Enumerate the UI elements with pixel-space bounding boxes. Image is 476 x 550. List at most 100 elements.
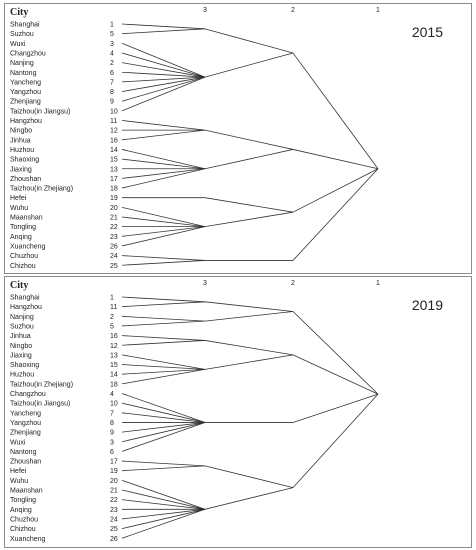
dendrogram-edge <box>121 168 206 179</box>
city-label: Tongling <box>10 224 36 231</box>
dendrogram-edge <box>121 340 206 346</box>
city-label: Nanjing <box>10 60 34 67</box>
leaf-id: 9 <box>110 99 114 106</box>
dendrogram-edge <box>121 52 206 78</box>
city-label: Nantong <box>10 449 37 456</box>
dendrogram-edge <box>121 76 206 83</box>
leaf-id: 5 <box>110 323 114 330</box>
leaf-id: 6 <box>110 70 114 77</box>
dendrogram-edge <box>292 311 379 395</box>
leaf-id: 26 <box>110 243 118 250</box>
leaf-id: 16 <box>110 333 118 340</box>
leaf-id: 19 <box>110 195 118 202</box>
leaf-id: 12 <box>110 128 118 135</box>
leaf-id: 10 <box>110 401 118 408</box>
city-label: Wuhu <box>10 478 28 485</box>
leaf-id: 17 <box>110 176 118 183</box>
dendrogram-edge <box>121 226 206 247</box>
leaf-id: 10 <box>110 108 118 115</box>
city-label: Changzhou <box>10 391 46 398</box>
leaf-id: 25 <box>110 526 118 533</box>
leaf-id: 4 <box>110 391 114 398</box>
dendrogram-edge <box>121 422 206 443</box>
dendrogram-edge <box>121 76 206 112</box>
city-label: Xuancheng <box>10 536 46 543</box>
city-label: Jinhua <box>10 137 31 144</box>
city-label: Zhoushan <box>10 459 41 466</box>
city-label: Chuzhou <box>10 253 38 260</box>
leaf-id: 23 <box>110 507 118 514</box>
city-label: Zhenjiang <box>10 99 41 106</box>
dendrogram-edge <box>121 149 206 170</box>
leaf-id: 20 <box>110 478 118 485</box>
dendrogram-edge <box>121 320 206 327</box>
leaf-id: 5 <box>110 31 114 38</box>
dendrogram-edge <box>121 315 206 322</box>
city-label: Ningbo <box>10 128 32 135</box>
dendrogram-edge <box>121 354 206 370</box>
leaf-id: 22 <box>110 224 118 231</box>
city-label: Taizhou(in Zhejiang) <box>10 186 73 193</box>
dendrogram-edge <box>292 393 379 488</box>
city-label: Chuzhou <box>10 516 38 523</box>
dendrogram-edge <box>292 168 379 213</box>
level-label-2: 2 <box>291 7 295 14</box>
leaf-id: 8 <box>110 89 114 96</box>
leaf-id: 21 <box>110 215 118 222</box>
dendrogram-edge <box>292 52 379 169</box>
dendrogram-edge <box>292 354 379 395</box>
city-label: Anqing <box>10 507 32 514</box>
level-label-2: 2 <box>291 280 295 287</box>
city-label: Jiaxing <box>10 166 32 173</box>
city-label: Maanshan <box>10 215 43 222</box>
leaf-id: 20 <box>110 205 118 212</box>
dendrogram-edge <box>121 489 206 510</box>
dendrogram-edge <box>121 120 206 131</box>
city-label: Jiaxing <box>10 352 32 359</box>
city-label: Huzhou <box>10 372 34 379</box>
leaf-id: 13 <box>110 166 118 173</box>
dendrogram-edge <box>204 211 294 228</box>
dendrogram-edge <box>204 354 294 370</box>
dendrogram-edge <box>121 460 206 467</box>
dendrogram-edge <box>121 402 206 423</box>
dendrogram-edge <box>121 216 206 228</box>
city-label: Yangzhou <box>10 420 41 427</box>
city-label: Suzhou <box>10 31 34 38</box>
city-label: Nanjing <box>10 314 34 321</box>
dendrogram-edge <box>121 393 206 423</box>
leaf-id: 18 <box>110 381 118 388</box>
dendrogram-edge <box>121 301 206 308</box>
dendrogram-edge <box>121 335 206 341</box>
dendrogram-edge <box>121 76 206 102</box>
leaf-id: 4 <box>110 50 114 57</box>
dendrogram-edge <box>204 149 294 170</box>
city-label: Taizhou(in Jiangsu) <box>10 108 70 115</box>
leaf-id: 12 <box>110 343 118 350</box>
level-label-1: 1 <box>376 7 380 14</box>
dendrogram-edge <box>292 149 379 170</box>
city-label: Xuancheng <box>10 243 46 250</box>
city-label: Suzhou <box>10 323 34 330</box>
city-label: Jinhua <box>10 333 31 340</box>
leaf-id: 22 <box>110 497 118 504</box>
leaf-id: 9 <box>110 430 114 437</box>
city-label: Yangzhou <box>10 89 41 96</box>
city-label: Anqing <box>10 234 32 241</box>
city-label: Taizhou(in Zhejiang) <box>10 381 73 388</box>
city-label: Wuhu <box>10 205 28 212</box>
city-label: Chizhou <box>10 526 36 533</box>
dendrogram-edge <box>121 76 206 92</box>
city-label: Hefei <box>10 468 27 475</box>
leaf-id: 11 <box>110 304 117 311</box>
city-header: City <box>10 7 28 18</box>
leaf-id: 14 <box>110 147 118 154</box>
dendrogram-edge <box>121 499 206 510</box>
level-label-3: 3 <box>203 280 207 287</box>
city-label: Changzhou <box>10 50 46 57</box>
city-label: Wuxi <box>10 439 26 446</box>
dendrogram-edge <box>121 508 206 539</box>
year-label: 2015 <box>412 24 443 40</box>
dendrogram-edge <box>121 23 206 30</box>
